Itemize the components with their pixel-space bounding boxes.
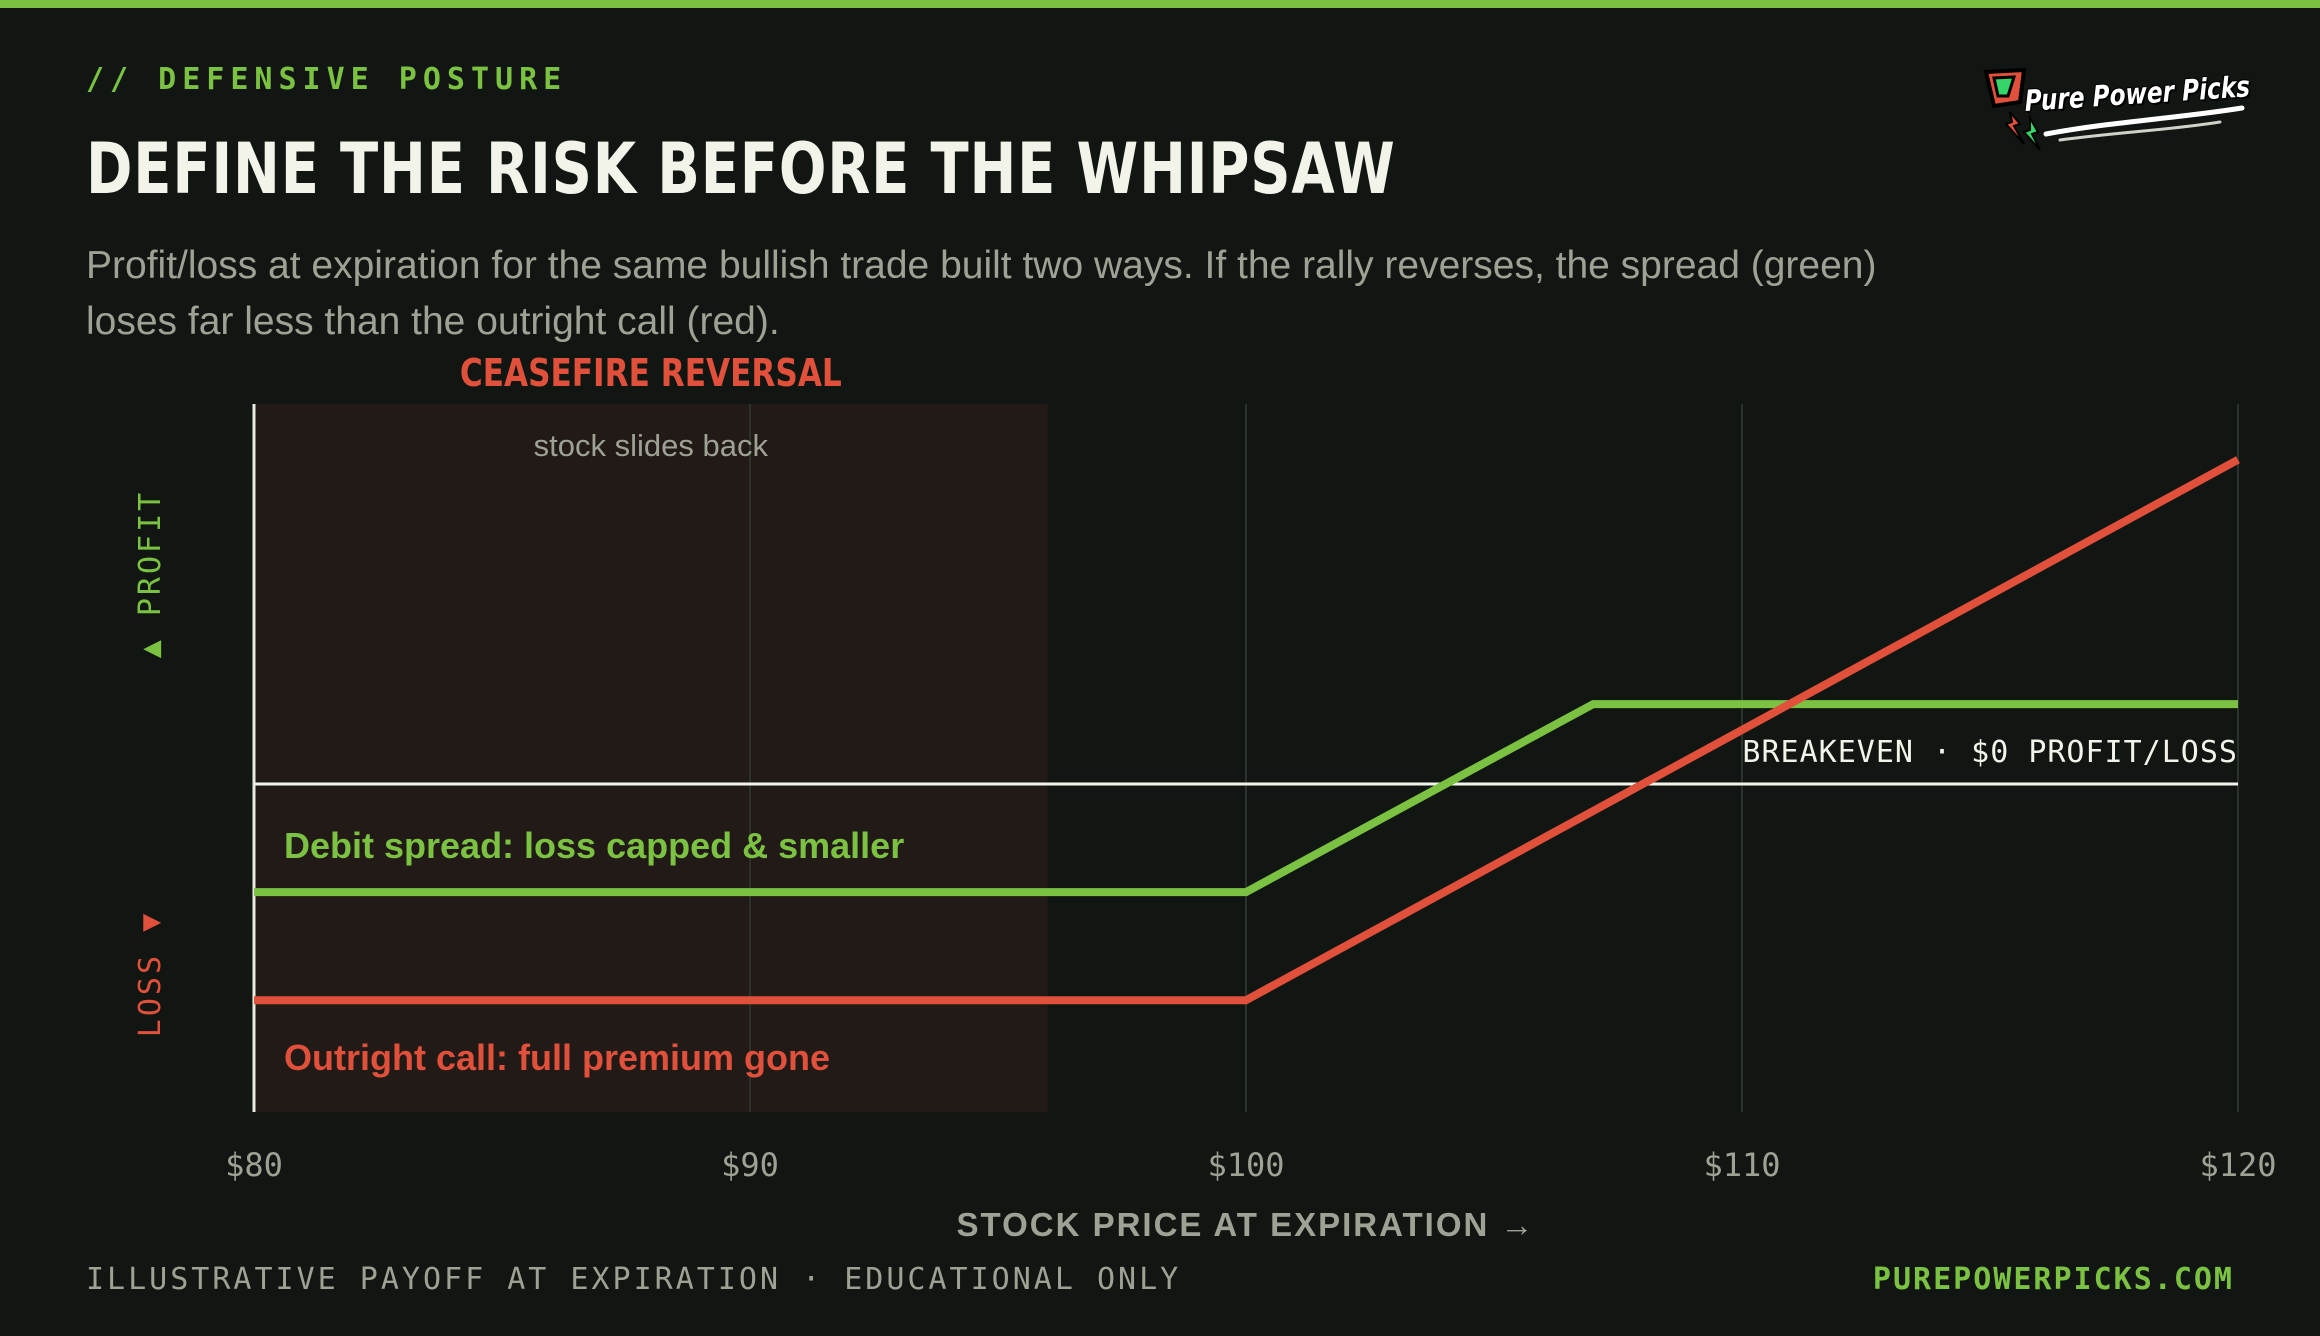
x-tick-label: $120 <box>2199 1146 2276 1184</box>
x-tick-label: $110 <box>1703 1146 1780 1184</box>
reversal-zone-title: CEASEFIRE REVERSAL <box>460 352 842 396</box>
page-subtitle: Profit/loss at expiration for the same b… <box>86 244 1877 343</box>
series-line-debit-spread <box>254 700 2238 897</box>
lightning-bolt-icon <box>1983 67 2245 151</box>
x-axis-title: STOCK PRICE AT EXPIRATION → <box>957 1206 1536 1243</box>
series-label-outright-call: Outright call: full premium gone <box>284 1037 830 1078</box>
eyebrow-label: // DEFENSIVE POSTURE <box>86 62 568 97</box>
footer-disclaimer: ILLUSTRATIVE PAYOFF AT EXPIRATION · EDUC… <box>86 1262 1182 1297</box>
y-axis-profit-label: ▲ PROFIT <box>133 490 168 659</box>
series-line-outright-call <box>254 456 2240 1005</box>
y-axis-loss-label: LOSS ▼ <box>133 911 168 1037</box>
reversal-zone <box>254 404 1048 1112</box>
x-axis-ticks: $80 $90 $100 $110 $120 <box>225 1146 2276 1184</box>
page-title: DEFINE THE RISK BEFORE THE WHIPSAW <box>86 128 1396 210</box>
breakeven-label: BREAKEVEN · $0 PROFIT/LOSS <box>1742 735 2238 770</box>
x-tick-label: $100 <box>1207 1146 1284 1184</box>
footer-site-link[interactable]: PUREPOWERPICKS.COM <box>1872 1262 2234 1297</box>
grid-lines <box>749 404 2239 1112</box>
reversal-zone-label: stock slides back <box>534 428 769 463</box>
x-tick-label: $80 <box>225 1146 283 1184</box>
series-label-debit-spread: Debit spread: loss capped & smaller <box>284 825 904 866</box>
x-tick-label: $90 <box>721 1146 779 1184</box>
accent-top-bar <box>0 0 2320 8</box>
brand-logo: Pure Power Picks <box>1980 62 2251 162</box>
